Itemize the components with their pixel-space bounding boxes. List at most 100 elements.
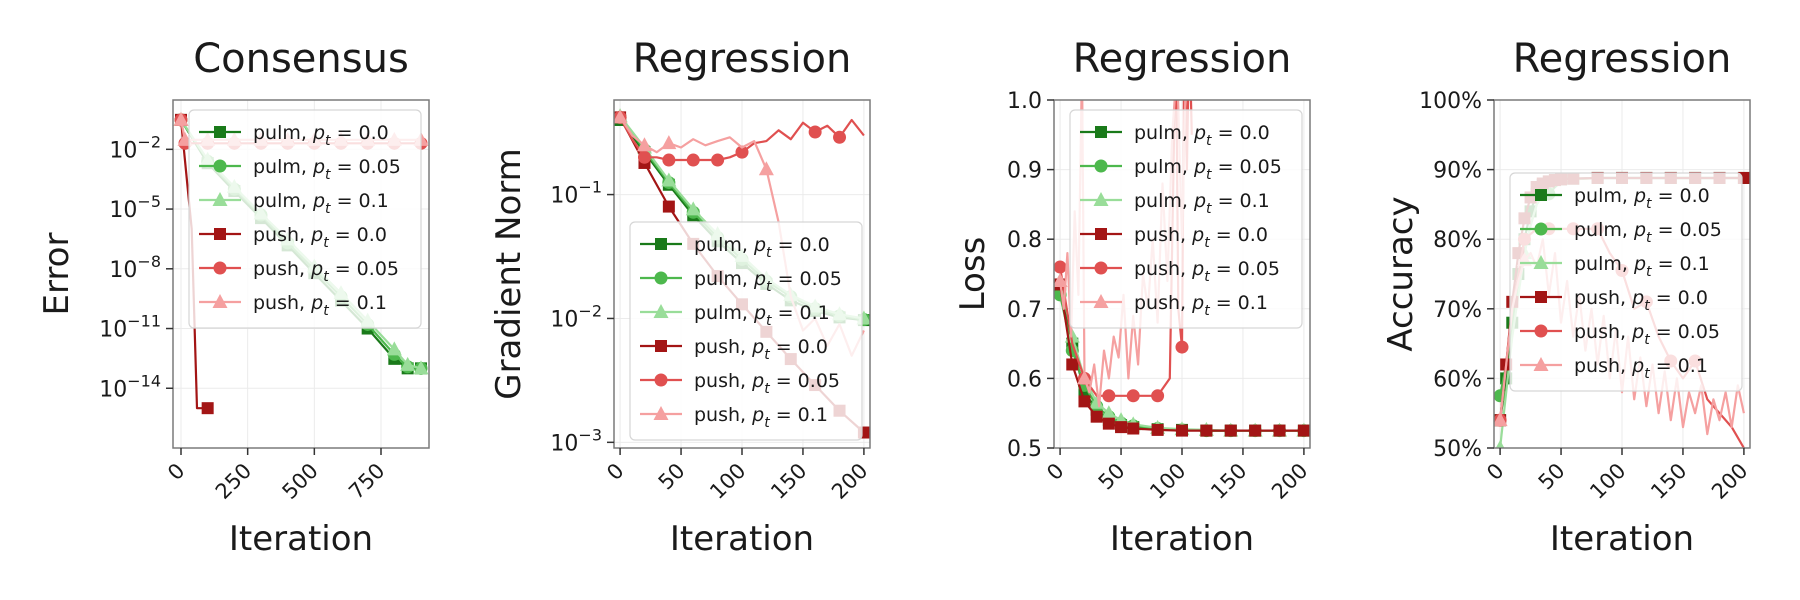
data-marker xyxy=(1200,424,1213,437)
legend-marker xyxy=(213,261,227,275)
data-marker xyxy=(1078,395,1091,408)
legend-marker xyxy=(1095,126,1107,138)
legend-marker xyxy=(1534,222,1548,236)
y-tick-label: 1.0 xyxy=(1007,89,1042,114)
y-tick-label: 80% xyxy=(1433,228,1482,253)
legend-label: push, pt = 0.1 xyxy=(253,292,387,319)
legend-label: pulm, pt = 0.05 xyxy=(253,156,401,183)
x-tick-label: 0 xyxy=(163,459,189,485)
legend-label: pulm, pt = 0.0 xyxy=(1134,122,1270,149)
x-tick-label: 150 xyxy=(1206,459,1251,504)
y-tick-label: 10−3 xyxy=(550,425,602,456)
data-marker xyxy=(1224,424,1237,437)
data-marker xyxy=(386,341,402,356)
legend-label: push, pt = 0.05 xyxy=(694,370,840,397)
legend-label: pulm, pt = 0.1 xyxy=(253,190,389,217)
series-group xyxy=(1054,100,1310,438)
x-tick-label: 100 xyxy=(705,459,750,504)
legend-box xyxy=(188,109,422,329)
data-marker xyxy=(413,360,429,375)
x-tick-label: 0 xyxy=(1482,459,1508,485)
x-tick-label: 150 xyxy=(766,459,811,504)
data-marker xyxy=(662,200,675,213)
legend: pulm, pt = 0.0 pulm, pt = 0.05 pulm, pt = … xyxy=(629,221,863,441)
series-line xyxy=(1059,100,1193,397)
chart-panel-1: 0 250 500 750 10−2 10−5 10−8 10−11 10−14 Consensu… xyxy=(37,36,430,559)
legend-marker xyxy=(653,304,669,318)
legend-label: push, pt = 0.1 xyxy=(1574,355,1708,382)
legend-marker xyxy=(1093,294,1109,308)
chart-title: Regression xyxy=(633,36,852,82)
data-marker xyxy=(1151,389,1165,403)
data-marker xyxy=(1126,389,1140,403)
legend-label: pulm, pt = 0.0 xyxy=(1574,185,1710,212)
data-marker xyxy=(1127,422,1140,435)
y-tick-label: 0.7 xyxy=(1007,298,1042,323)
y-tick-label: 10−2 xyxy=(109,132,161,163)
legend: pulm, pt = 0.0 pulm, pt = 0.05 pulm, pt = … xyxy=(188,109,422,329)
data-marker xyxy=(1090,410,1103,423)
legend-marker xyxy=(213,159,227,173)
data-marker xyxy=(833,130,847,144)
legend-label: push, pt = 0.1 xyxy=(694,404,828,431)
data-marker xyxy=(1495,440,1505,448)
x-tick-label: 200 xyxy=(1267,459,1312,504)
y-tick-label: 0.8 xyxy=(1007,228,1042,253)
y-axis-label: Loss xyxy=(953,237,993,312)
legend-label: pulm, pt = 0.05 xyxy=(1574,219,1722,246)
data-marker xyxy=(711,153,725,167)
legend-marker xyxy=(655,340,667,352)
data-marker xyxy=(1175,340,1189,354)
x-tick-label: 50 xyxy=(1094,459,1130,495)
chart-title: Consensus xyxy=(193,36,409,82)
legend-marker xyxy=(214,126,226,138)
y-tick-label: 0.6 xyxy=(1007,367,1042,392)
legend-box xyxy=(1509,172,1743,392)
x-tick-label: 250 xyxy=(211,459,256,504)
data-marker xyxy=(662,153,676,167)
legend-marker xyxy=(1095,228,1107,240)
legend-label: pulm, pt = 0.1 xyxy=(1134,190,1270,217)
x-tick-label: 100 xyxy=(1585,459,1630,504)
x-axis-label: Iteration xyxy=(1550,519,1694,559)
data-marker xyxy=(1273,424,1286,437)
data-marker xyxy=(661,172,677,187)
x-tick-label: 200 xyxy=(1707,459,1752,504)
data-marker xyxy=(636,137,652,152)
legend-label: pulm, pt = 0.05 xyxy=(1134,156,1282,183)
legend-marker xyxy=(212,294,228,308)
legend-marker xyxy=(212,192,228,206)
x-tick-label: 0 xyxy=(1042,459,1068,485)
legend-marker xyxy=(1094,261,1108,275)
x-tick-label: 200 xyxy=(827,459,872,504)
legend-marker xyxy=(1534,324,1548,338)
x-tick-label: 50 xyxy=(654,459,690,495)
data-marker xyxy=(758,161,774,176)
legend-marker xyxy=(1535,189,1547,201)
y-tick-label: 0.5 xyxy=(1007,437,1042,462)
legend-label: pulm, pt = 0.05 xyxy=(694,268,842,295)
data-marker xyxy=(1101,405,1117,420)
x-tick-label: 150 xyxy=(1646,459,1691,504)
data-marker xyxy=(1076,370,1092,385)
data-marker xyxy=(686,153,700,167)
y-axis-label: Accuracy xyxy=(1381,196,1421,351)
legend-marker xyxy=(214,228,226,240)
legend-marker xyxy=(655,238,667,250)
legend-label: push, pt = 0.05 xyxy=(1134,258,1280,285)
legend-label: push, pt = 0.0 xyxy=(1574,287,1708,314)
y-axis-label: Error xyxy=(37,233,77,316)
y-tick-label: 60% xyxy=(1433,367,1482,392)
y-axis-label: Gradient Norm xyxy=(489,148,529,400)
legend-label: push, pt = 0.1 xyxy=(1134,292,1268,319)
y-tick-label: 70% xyxy=(1433,298,1482,323)
legend: pulm, pt = 0.0 pulm, pt = 0.05 pulm, pt = … xyxy=(1069,109,1303,329)
legend-label: pulm, pt = 0.1 xyxy=(694,302,830,329)
legend-marker xyxy=(1094,159,1108,173)
y-tick-label: 10−8 xyxy=(109,252,161,283)
legend-marker xyxy=(1535,291,1547,303)
legend-marker xyxy=(653,406,669,420)
legend-label: pulm, pt = 0.0 xyxy=(694,234,830,261)
legend-label: pulm, pt = 0.1 xyxy=(1574,253,1710,280)
